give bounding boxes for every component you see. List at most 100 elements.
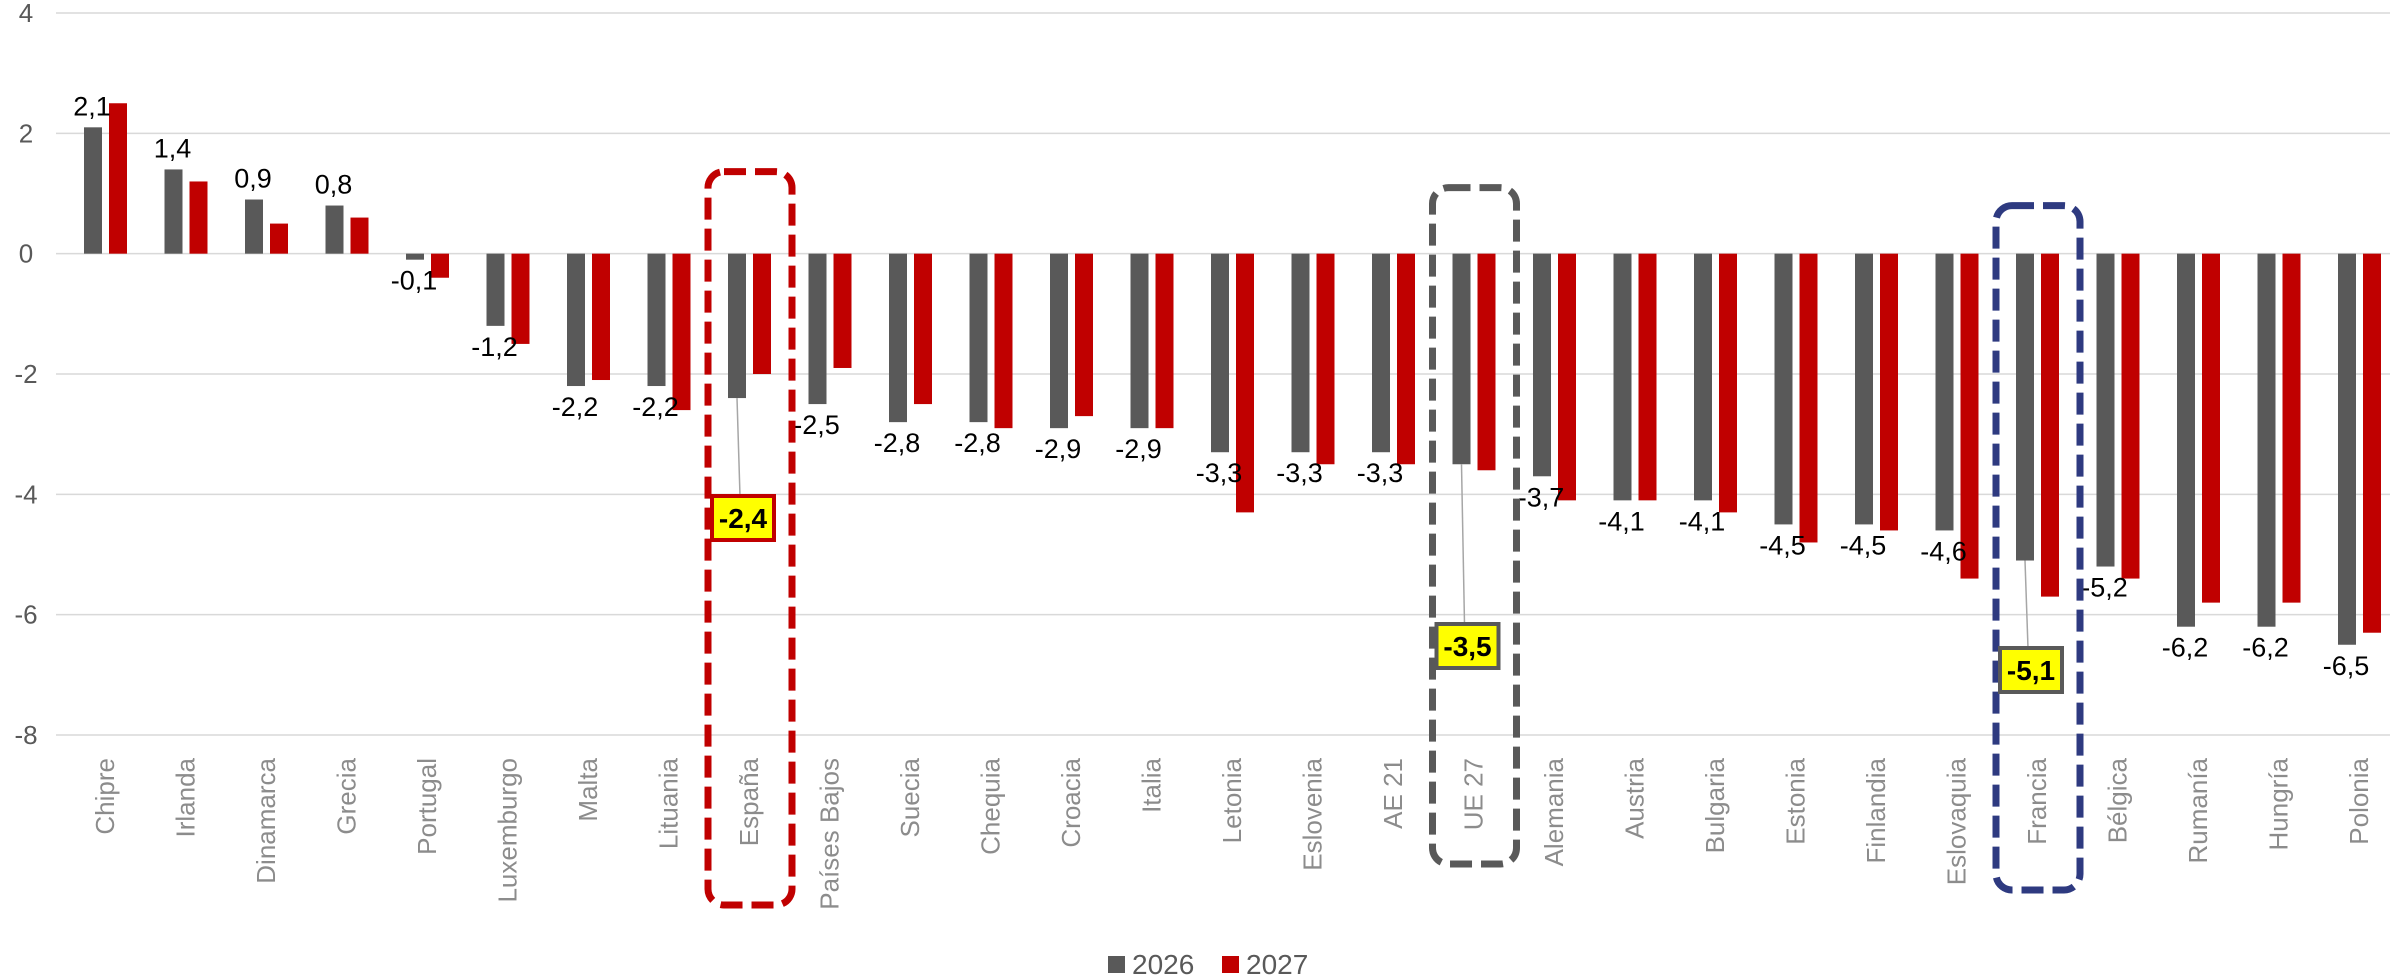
bar-2026-ue-27 [1452, 253, 1471, 465]
bar-2026-lituania [647, 253, 666, 387]
data-label-belgica: -5,2 [2081, 573, 2128, 603]
data-label-luxemburgo: -1,2 [471, 332, 518, 362]
bar-2026-irlanda [164, 169, 183, 254]
bar-2026-hungria [2257, 253, 2276, 627]
data-label-portugal: -0,1 [391, 266, 438, 296]
bar-2027-irlanda [189, 181, 208, 254]
data-label-finlandia: -4,5 [1840, 530, 1887, 560]
x-tick-croacia: Croacia [1056, 757, 1086, 847]
x-tick-lituania: Lituania [654, 757, 684, 849]
y-axis-ticks: 4 2 0 -2 -4 -6 -8 [14, 0, 37, 750]
bar-2027-suecia [914, 253, 932, 405]
x-tick-italia: Italia [1137, 757, 1167, 812]
legend-swatch-2026 [1108, 956, 1125, 973]
bar-2027-eslovaquia [1960, 253, 1979, 579]
data-label-italia: -2,9 [1115, 434, 1162, 464]
bar-2026-malta [567, 253, 585, 387]
data-label-suecia: -2,8 [874, 428, 921, 458]
callout-box-ue-27 [1434, 622, 1501, 670]
bar-2026-chequia [969, 253, 988, 423]
y-tick-label: -2 [14, 359, 37, 389]
bar-2026-chipre [84, 127, 102, 254]
bar-2026-eslovenia [1291, 253, 1310, 453]
x-tick-grecia: Grecia [332, 757, 362, 834]
bar-2027-rumania [2202, 253, 2220, 603]
highlight-box-espana [704, 168, 796, 909]
x-tick-ae-21: AE 21 [1378, 758, 1408, 829]
bar-2027-ae-21 [1397, 253, 1415, 465]
x-tick-alemania: Alemania [1539, 757, 1569, 866]
data-labels: 2,1 1,4 0,9 0,8 -0,1 -1,2 -2,2 -2,2 -2,5 -2,8 -2,8… [73, 91, 2369, 680]
bar-2027-belgica [2121, 253, 2140, 579]
legend-swatch-2027 [1222, 956, 1239, 973]
data-label-rumania: -6,2 [2162, 633, 2209, 663]
bar-2027-letonia [1236, 253, 1254, 513]
bar-2027-italia [1155, 253, 1174, 429]
bar-2027-hungria [2282, 253, 2301, 603]
data-label-ae-21: -3,3 [1357, 458, 1404, 488]
bar-2027-lituania [672, 253, 691, 411]
bar-2026-suecia [889, 253, 907, 423]
bar-2027-espana [753, 253, 771, 374]
y-tick-label: 0 [19, 239, 33, 269]
x-tick-eslovenia: Eslovenia [1298, 757, 1328, 870]
x-tick-polonia: Polonia [2344, 757, 2374, 844]
data-label-paises-bajos: -2,5 [793, 410, 840, 440]
bar-2027-austria [1638, 253, 1657, 501]
y-tick-label: -4 [14, 479, 37, 509]
x-tick-letonia: Letonia [1217, 757, 1247, 843]
x-tick-luxemburgo: Luxemburgo [493, 758, 523, 903]
bar-2026-francia [2016, 253, 2034, 561]
data-label-austria: -4,1 [1598, 506, 1645, 536]
data-label-alemania: -3,7 [1518, 482, 1565, 512]
data-label-eslovaquia: -4,6 [1920, 536, 1967, 566]
bar-2026-croacia [1050, 253, 1068, 429]
data-label-polonia: -6,5 [2323, 651, 2370, 681]
bar-2027-paises-bajos [833, 253, 852, 368]
x-tick-suecia: Suecia [895, 757, 925, 837]
data-label-estonia: -4,5 [1759, 530, 1806, 560]
callout-box-espana [710, 494, 776, 542]
x-axis-ticks: Chipre Irlanda Dinamarca Grecia Portugal Luxe… [90, 757, 2374, 909]
bars [84, 103, 2381, 645]
bar-2026-letonia [1211, 253, 1229, 453]
bar-2027-malta [592, 253, 610, 381]
x-tick-chipre: Chipre [90, 758, 120, 835]
y-tick-label: -8 [14, 720, 37, 750]
highlight-box-francia [1992, 202, 2084, 894]
y-tick-label: 4 [19, 0, 33, 28]
legend-label-2027: 2027 [1246, 949, 1308, 976]
x-tick-malta: Malta [573, 757, 603, 821]
bar-2026-bulgaria [1694, 253, 1712, 501]
bar-2027-alemania [1558, 253, 1576, 501]
bar-2026-grecia [325, 205, 344, 254]
x-tick-rumania: Rumanía [2183, 757, 2213, 863]
highlight-boxes: -2,4 -3,5 -5,1 [704, 168, 2084, 909]
x-tick-hungria: Hungría [2264, 757, 2294, 850]
bar-2026-espana [728, 253, 746, 399]
y-tick-label: -6 [14, 600, 37, 630]
bar-2026-dinamarca [245, 199, 263, 254]
x-tick-francia: Francia [2022, 757, 2052, 844]
data-label-hungria: -6,2 [2242, 633, 2289, 663]
bar-2026-italia [1130, 253, 1149, 429]
bar-2027-francia [2041, 253, 2059, 597]
x-tick-ue-27: UE 27 [1459, 758, 1489, 830]
bar-2027-ue-27 [1477, 253, 1496, 471]
data-label-chequia: -2,8 [954, 428, 1001, 458]
callout-label-espana: -2,4 [719, 503, 768, 534]
bar-2027-finlandia [1880, 253, 1898, 531]
bar-2027-bulgaria [1719, 253, 1737, 513]
bar-2026-finlandia [1855, 253, 1873, 525]
callout-box-francia [1998, 646, 2064, 694]
bar-2026-paises-bajos [808, 253, 827, 405]
data-label-eslovenia: -3,3 [1276, 458, 1323, 488]
legend-label-2026: 2026 [1132, 949, 1194, 976]
leader-line-espana [736, 398, 741, 497]
data-label-grecia: 0,8 [315, 170, 353, 200]
bar-2027-chequia [994, 253, 1013, 429]
data-label-lituania: -2,2 [632, 392, 679, 422]
bar-2026-estonia [1774, 253, 1793, 525]
data-label-croacia: -2,9 [1035, 434, 1082, 464]
